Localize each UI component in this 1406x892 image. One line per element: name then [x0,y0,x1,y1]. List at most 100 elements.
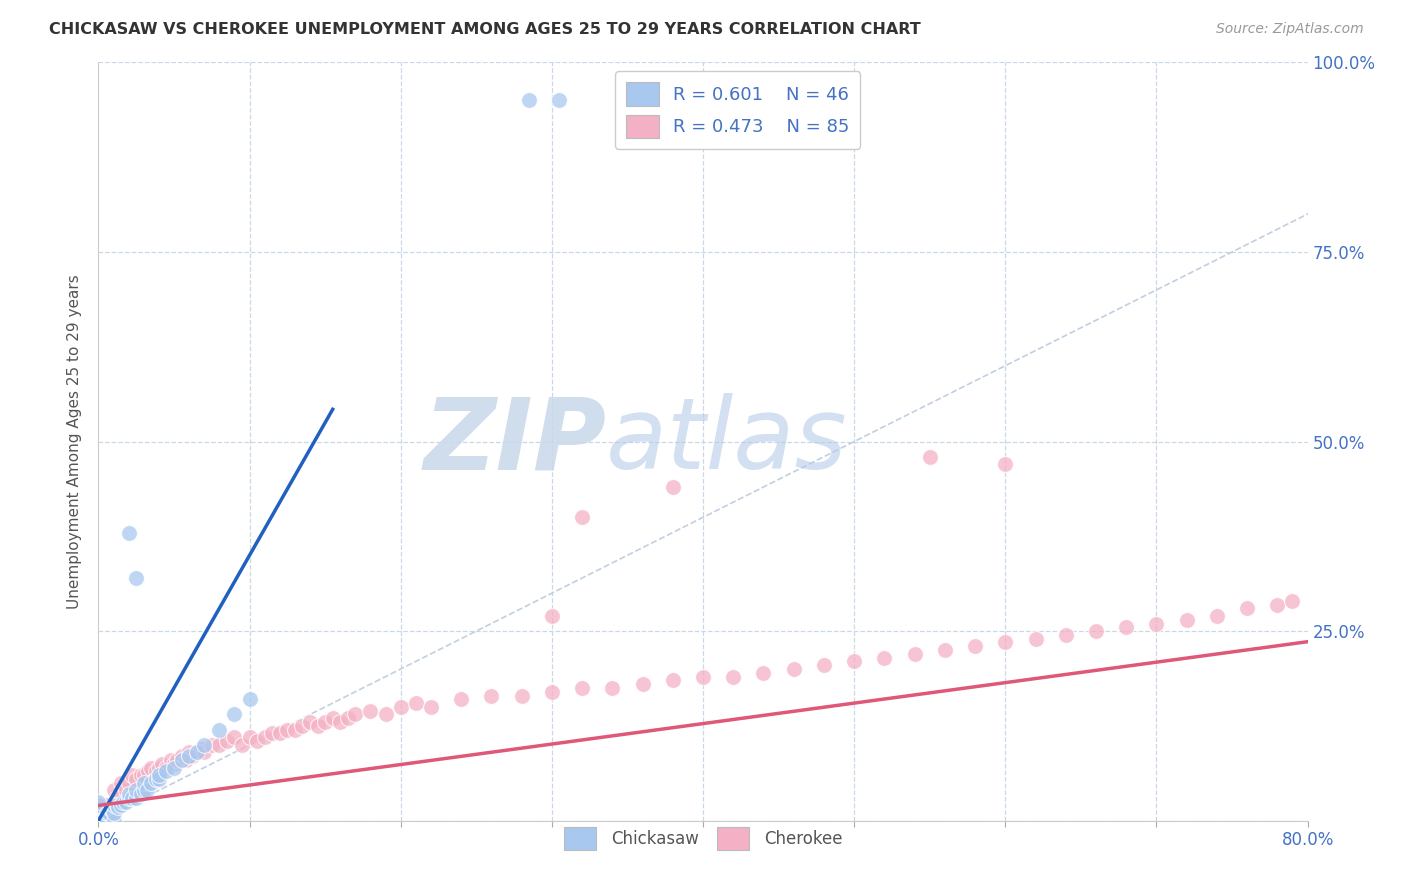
Point [118,776,141,790]
Point [918,450,941,464]
Point [148,768,170,782]
Point [125,783,148,797]
Point [661,480,683,494]
Point [110,776,132,790]
Point [150,756,173,771]
Point [114,795,136,809]
Point [141,776,163,790]
Text: CHICKASAW VS CHEROKEE UNEMPLOYMENT AMONG AGES 25 TO 29 YEARS CORRELATION CHART: CHICKASAW VS CHEROKEE UNEMPLOYMENT AMONG… [49,22,921,37]
Point [132,783,155,797]
Point [813,658,835,673]
Point [1236,601,1258,615]
Point [125,571,148,585]
Point [517,94,540,108]
Point [1085,624,1108,639]
Point [193,746,215,760]
Point [336,711,359,725]
Point [179,749,201,764]
Point [94,798,117,813]
Point [1115,620,1137,634]
Point [94,810,117,824]
Point [155,760,177,774]
Point [752,665,775,680]
Point [110,798,132,813]
Point [329,715,352,730]
Point [510,689,533,703]
Point [307,719,329,733]
Point [145,764,167,779]
Point [1281,594,1303,608]
Point [420,699,443,714]
Point [374,707,396,722]
Text: atlas: atlas [606,393,848,490]
Point [87,795,110,809]
Point [105,791,128,805]
Point [661,673,683,688]
Point [193,738,215,752]
Point [1024,632,1046,646]
Point [186,746,208,760]
Point [360,704,382,718]
Point [269,726,291,740]
Point [934,643,956,657]
Point [299,715,322,730]
Point [1175,613,1198,627]
Point [160,753,183,767]
Point [1206,608,1229,623]
Point [481,689,503,703]
Point [129,787,152,801]
Point [103,806,125,821]
Point [571,681,593,695]
Point [262,726,284,740]
Point [111,795,134,809]
Point [170,753,193,767]
Point [540,608,562,623]
Point [284,723,307,737]
Point [170,749,193,764]
Point [186,746,208,760]
Point [1267,598,1289,612]
Point [291,719,314,733]
Point [129,768,152,782]
Point [965,639,987,653]
Point [571,510,593,524]
Point [125,772,148,786]
Point [87,798,110,813]
Point [231,738,253,752]
Point [844,655,866,669]
Point [314,715,336,730]
Legend: Chickasaw, Cherokee: Chickasaw, Cherokee [557,820,849,857]
Point [276,723,298,737]
Point [215,734,238,748]
Point [125,791,148,805]
Point [148,772,170,786]
Point [208,738,231,752]
Point [322,711,344,725]
Point [100,802,122,816]
Point [344,707,367,722]
Point [93,814,115,828]
Point [141,760,163,774]
Point [163,760,186,774]
Point [602,681,624,695]
Point [121,791,143,805]
Point [163,756,186,771]
Point [90,814,112,828]
Point [135,783,157,797]
Point [148,760,170,774]
Point [132,768,155,782]
Point [181,749,204,764]
Point [179,746,201,760]
Point [103,783,125,797]
Point [121,768,143,782]
Y-axis label: Unemployment Among Ages 25 to 29 years: Unemployment Among Ages 25 to 29 years [67,274,83,609]
Point [405,696,427,710]
Point [692,669,714,683]
Text: Source: ZipAtlas.com: Source: ZipAtlas.com [1216,22,1364,37]
Point [87,814,110,828]
Point [91,814,114,828]
Point [174,753,197,767]
Point [904,647,927,661]
Point [208,723,231,737]
Point [873,650,896,665]
